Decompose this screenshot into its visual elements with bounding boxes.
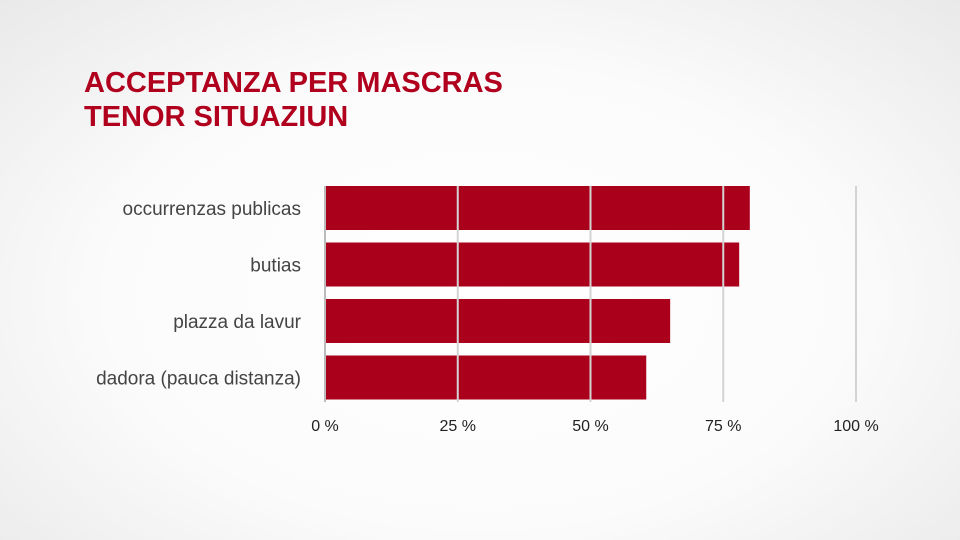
x-tick-label-75: 75 % <box>705 418 741 435</box>
x-tick-label-0: 0 % <box>311 418 339 435</box>
bars-group <box>325 186 750 400</box>
gridlines-group <box>324 186 857 402</box>
bar-1 <box>325 242 740 287</box>
bar-0 <box>325 186 750 230</box>
x-tick-label-100: 100 % <box>833 418 878 435</box>
category-label-1: butias <box>250 256 301 277</box>
tick-labels-group: 0 % 25 % 50 % 75 % 100 % <box>311 418 878 435</box>
bar-3 <box>325 355 647 400</box>
bar-2 <box>325 299 671 343</box>
x-tick-label-25: 25 % <box>440 418 476 435</box>
category-label-2: plazza da lavur <box>173 312 301 333</box>
chart-title-line-2: TENOR SITUAZIUN <box>84 101 349 133</box>
x-tick-label-50: 50 % <box>572 418 608 435</box>
category-label-3: dadora (pauca distanza) <box>96 369 301 390</box>
chart-title: ACCEPTANZA PER MASCRAS TENOR SITUAZIUN <box>84 66 503 134</box>
chart-title-line-1: ACCEPTANZA PER MASCRAS <box>84 67 503 99</box>
category-labels-group: occurrenzas publicas butias plazza da lavu… <box>96 199 302 390</box>
category-label-0: occurrenzas publicas <box>123 199 301 220</box>
